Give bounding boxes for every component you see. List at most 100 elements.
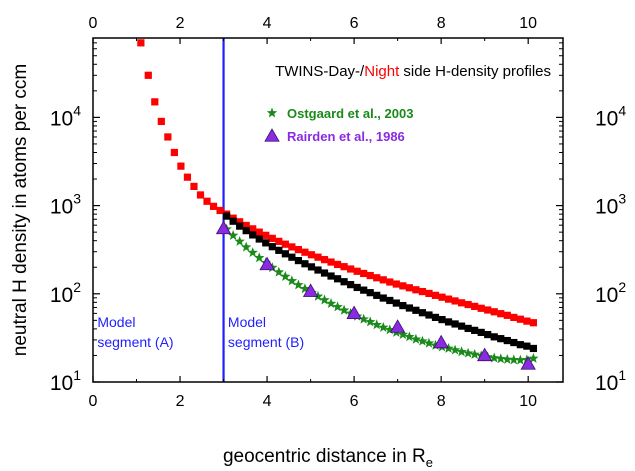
data-point-square xyxy=(471,326,479,334)
data-point-star xyxy=(528,352,539,363)
data-point-square xyxy=(399,282,407,290)
data-point-square xyxy=(373,274,381,282)
data-point-square xyxy=(471,302,479,310)
data-point-square xyxy=(249,231,257,239)
data-point-square xyxy=(340,263,348,271)
y-tick-label-left: 101 xyxy=(50,367,81,395)
x-tick-label-top: 6 xyxy=(350,15,359,32)
data-point-square xyxy=(320,256,329,264)
data-point-square xyxy=(425,311,433,319)
data-point-square xyxy=(242,221,250,230)
plot-layer xyxy=(137,38,539,382)
data-point-square xyxy=(379,294,387,302)
data-point-square xyxy=(412,286,420,294)
data-point-square xyxy=(333,260,342,269)
data-point-square xyxy=(523,342,531,350)
data-point-star xyxy=(299,283,311,294)
title-part: side H-density profiles xyxy=(399,63,551,80)
x-axis-label-subscript: e xyxy=(426,455,433,470)
data-point-star xyxy=(456,346,467,357)
series-rairden-et-al-1986 xyxy=(215,220,536,370)
data-point-star xyxy=(273,266,285,277)
data-point-square xyxy=(503,336,511,345)
data-point-square xyxy=(516,315,524,323)
data-point-square xyxy=(327,272,335,280)
data-point-square xyxy=(373,291,381,299)
data-point-star xyxy=(254,252,265,263)
data-point-square xyxy=(209,202,218,210)
data-point-square xyxy=(190,182,198,191)
data-point-square xyxy=(360,286,368,294)
data-point-square xyxy=(203,197,211,205)
data-point-square xyxy=(281,240,289,248)
data-point-star xyxy=(227,230,239,240)
y-tick-label-right: 101 xyxy=(595,367,626,395)
data-point-square xyxy=(399,301,407,310)
data-point-star xyxy=(508,354,520,365)
data-point-square xyxy=(275,246,283,254)
data-point-square xyxy=(164,133,172,141)
data-point-star xyxy=(410,333,422,344)
x-tick-label-top: 10 xyxy=(519,15,537,32)
data-point-star xyxy=(338,304,350,315)
data-point-star xyxy=(449,344,461,355)
data-point-square xyxy=(431,291,440,299)
data-point-square xyxy=(275,237,283,245)
data-point-star xyxy=(371,319,382,330)
data-point-square xyxy=(490,333,498,341)
y-tick-label-left: 102 xyxy=(50,279,81,307)
y-tick-label-left: 103 xyxy=(50,191,81,219)
data-point-square xyxy=(170,148,178,157)
data-point-square xyxy=(255,228,263,236)
x-tick-label-bottom: 2 xyxy=(176,393,185,410)
data-point-star xyxy=(423,337,435,348)
segment-label-line: segment (A) xyxy=(97,334,173,350)
data-point-square xyxy=(288,253,296,261)
data-point-square xyxy=(216,206,224,215)
data-point-square xyxy=(268,234,276,242)
data-point-square xyxy=(340,278,348,286)
data-point-square xyxy=(236,218,244,226)
data-point-star xyxy=(325,298,337,309)
data-point-square xyxy=(425,289,433,298)
data-point-star xyxy=(489,352,500,363)
data-point-square xyxy=(360,269,368,278)
data-point-square xyxy=(294,256,303,265)
data-point-square xyxy=(281,250,289,258)
data-point-square xyxy=(327,258,335,266)
segment-label-line: Model xyxy=(228,314,266,330)
data-point-square xyxy=(405,304,413,312)
data-point-square xyxy=(438,315,446,324)
data-point-star xyxy=(515,354,526,365)
data-point-square xyxy=(484,330,492,339)
data-point-square xyxy=(307,251,316,259)
data-point-star xyxy=(495,353,506,364)
x-tick-label-bottom: 8 xyxy=(437,393,446,410)
data-point-square xyxy=(431,313,440,321)
data-point-square xyxy=(262,239,270,247)
data-point-square xyxy=(386,296,394,305)
legend-label: Rairden et al., 1986 xyxy=(287,129,405,144)
data-point-triangle xyxy=(389,319,406,333)
data-point-square xyxy=(458,322,466,330)
data-point-triangle xyxy=(346,305,362,320)
x-axis-label: geocentric distance in Re xyxy=(223,446,433,470)
data-point-star xyxy=(280,271,291,281)
data-point-star xyxy=(378,321,389,332)
data-point-square xyxy=(392,299,400,307)
y-tick-label-left: 104 xyxy=(50,102,81,130)
x-tick-label-top: 0 xyxy=(89,15,98,32)
data-point-square xyxy=(418,309,427,317)
data-point-star xyxy=(312,290,324,301)
legend-marker-triangle xyxy=(264,128,280,142)
data-point-square xyxy=(236,222,244,230)
data-point-square xyxy=(137,39,145,47)
data-point-square xyxy=(392,280,400,288)
data-point-star xyxy=(417,335,428,346)
data-point-square xyxy=(497,310,505,318)
data-point-star xyxy=(319,294,330,305)
data-point-triangle xyxy=(302,283,319,297)
data-point-square xyxy=(196,191,205,199)
y-tick-label-right: 104 xyxy=(595,102,626,130)
data-point-square xyxy=(229,217,237,225)
